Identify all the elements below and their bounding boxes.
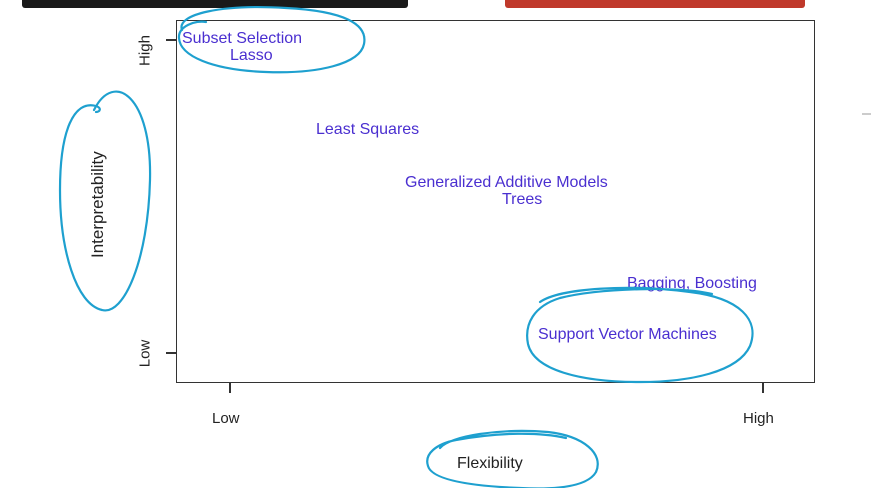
method-least-squares: Least Squares — [316, 121, 420, 138]
method-lasso: Lasso — [230, 47, 273, 64]
plot-frame — [176, 20, 815, 383]
cropped-heading-red — [505, 0, 805, 8]
x-axis-title: Flexibility — [457, 455, 523, 472]
x-tick-label-high: High — [743, 410, 774, 427]
method-gam: Generalized Additive Models — [405, 174, 608, 191]
edge-mark — [862, 113, 871, 115]
x-tick-low — [229, 383, 231, 393]
method-trees: Trees — [502, 191, 543, 208]
x-tick-label-low: Low — [212, 410, 240, 427]
method-svm: Support Vector Machines — [538, 326, 717, 343]
method-subset-selection: Subset Selection — [182, 30, 303, 47]
cropped-heading — [0, 0, 871, 22]
x-tick-high — [762, 383, 764, 393]
y-tick-high — [166, 39, 176, 41]
method-bagging-boosting: Bagging, Boosting — [627, 275, 757, 292]
y-tick-label-low: Low — [136, 339, 154, 368]
y-tick-label-high: High — [136, 35, 154, 66]
y-tick-low — [166, 352, 176, 354]
y-axis-title: Interpretability — [88, 151, 107, 258]
cropped-heading-dark — [22, 0, 408, 8]
